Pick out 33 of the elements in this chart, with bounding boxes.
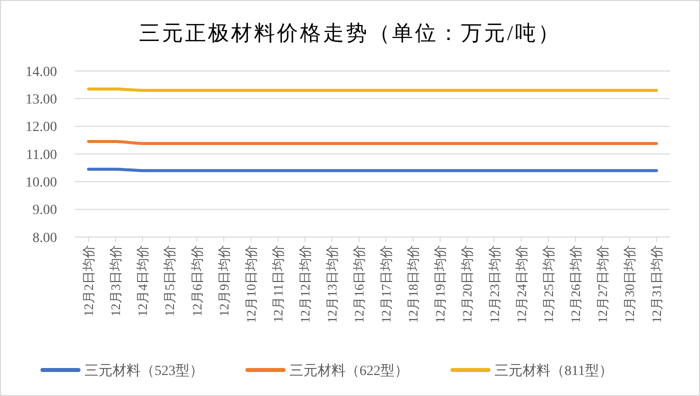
- x-tick-label: 12月27日均价: [594, 245, 610, 323]
- x-tick-label: 12月19日均价: [432, 245, 448, 323]
- x-tick-label: 12月3日均价: [108, 245, 124, 316]
- x-tick-label: 12月18日均价: [406, 245, 421, 323]
- y-tick-label: 12.00: [26, 120, 57, 136]
- x-tick-label: 12月12日均价: [297, 245, 312, 323]
- x-tick-label: 12月20日均价: [460, 245, 475, 323]
- chart-title: 三元正极材料价格走势（单位：万元/吨）: [139, 21, 561, 45]
- y-tick-label: 11.00: [26, 148, 57, 163]
- x-tick-label: 12月17日均价: [378, 245, 394, 323]
- x-tick-label: 12月26日均价: [568, 245, 583, 323]
- y-tick-label: 8.00: [32, 230, 57, 246]
- y-tick-label: 9.00: [32, 203, 57, 218]
- y-tick-label: 14.00: [26, 64, 57, 80]
- x-tick-label: 12月31日均价: [649, 245, 664, 323]
- x-tick-label: 12月10日均价: [243, 245, 258, 323]
- y-tick-label: 10.00: [26, 176, 57, 191]
- x-tick-label: 12月25日均价: [540, 245, 556, 323]
- y-tick-label: 13.00: [26, 92, 57, 108]
- legend-label: 三元材料（523型）: [84, 362, 204, 379]
- x-tick-label: 12月23日均价: [486, 245, 502, 323]
- x-tick-label: 12月13日均价: [324, 245, 340, 323]
- x-tick-label: 12月6日均价: [189, 245, 204, 316]
- x-tick-label: 12月4日均价: [135, 245, 150, 316]
- x-tick-label: 12月30日均价: [622, 245, 637, 323]
- x-tick-label: 12月24日均价: [514, 245, 529, 323]
- x-tick-label: 12月16日均价: [352, 245, 367, 323]
- x-tick-label: 12月9日均价: [216, 245, 232, 316]
- x-tick-label: 12月5日均价: [162, 245, 178, 316]
- x-tick-label: 12月11日均价: [270, 245, 286, 323]
- x-tick-label: 12月2日均价: [81, 245, 96, 316]
- legend-label: 三元材料（811型）: [494, 362, 613, 379]
- legend-label: 三元材料（622型）: [290, 362, 408, 379]
